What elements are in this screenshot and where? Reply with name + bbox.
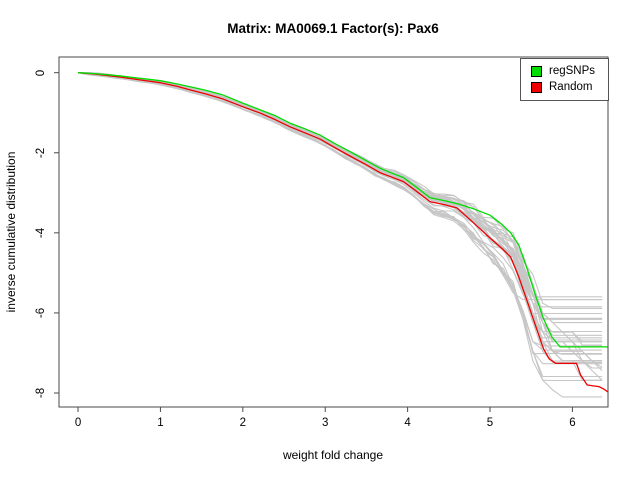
plot-area (54, 56, 609, 412)
random-swatch (531, 82, 542, 93)
x-axis-label: weight fold change (282, 448, 384, 462)
gray-permutation-line (77, 72, 603, 398)
x-tick-label: 2 (239, 417, 247, 429)
gray-permutation-line (78, 72, 603, 343)
gray-permutation-line (77, 72, 603, 371)
x-tick-label: 1 (157, 417, 164, 429)
gray-permutation-line (77, 72, 603, 378)
gray-permutation-line (77, 72, 603, 381)
gray-permutation-line (77, 72, 603, 382)
y-tick-label: -8 (35, 387, 47, 399)
legend-item-random: Random (531, 81, 608, 94)
gray-permutation-line (77, 72, 603, 298)
gray-permutation-line (77, 72, 603, 363)
x-tick-label: 4 (404, 417, 411, 429)
gray-permutation-line (77, 72, 603, 351)
regsnps-swatch (531, 66, 542, 77)
regsnps-line (77, 72, 608, 348)
legend-label-regsnps: regSNPs (549, 64, 596, 77)
y-tick-label: -2 (35, 147, 47, 158)
plot-border (58, 56, 609, 408)
x-tick-label: 3 (322, 417, 329, 429)
gray-permutation-line (77, 72, 603, 381)
random-line (77, 72, 608, 393)
chart-title: Matrix: MA0069.1 Factor(s): Pax6 (227, 21, 439, 36)
y-tick-label: -6 (35, 307, 47, 319)
y-tick-label: 0 (35, 69, 47, 76)
x-tick-label: 0 (74, 417, 82, 429)
y-tick-label: -4 (35, 227, 47, 238)
gray-permutation-line (77, 72, 603, 343)
x-tick-label: 5 (486, 417, 494, 429)
gray-permutation-line (77, 72, 603, 339)
legend-label-random: Random (549, 80, 593, 93)
legend: regSNPs Random (520, 58, 609, 101)
gray-permutation-line (77, 72, 603, 347)
legend-item-regsnps: regSNPs (531, 65, 608, 78)
curves-group (77, 72, 608, 398)
x-tick-label: 6 (569, 417, 576, 429)
gray-permutation-line (77, 72, 603, 346)
y-axis-label: inverse cumulative distribution (4, 151, 18, 313)
